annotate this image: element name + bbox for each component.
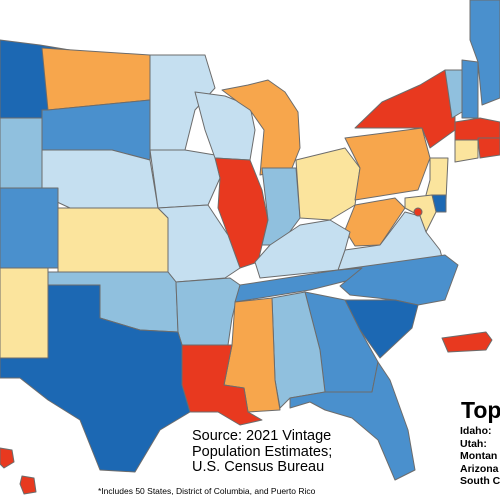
state-hawaii [0, 447, 15, 469]
state-michigan [221, 79, 301, 176]
state-north-dakota [41, 47, 151, 111]
state-texas [0, 284, 191, 473]
top-states-title: Top [461, 397, 500, 423]
state-new-mexico [0, 267, 49, 359]
state-maine [469, 0, 500, 106]
state-wisconsin [194, 91, 256, 161]
source-text: Source: 2021 Vintage Population Estimate… [192, 428, 333, 475]
state-nebraska [41, 149, 159, 209]
state-iowa [149, 149, 221, 209]
top-state-4: Arizona [460, 462, 499, 475]
top-state-2: Utah: [460, 437, 487, 450]
state-arkansas [175, 277, 241, 346]
footnote-text: *Includes 50 States, District of Columbi… [98, 486, 316, 496]
state-puerto-rico [441, 331, 493, 353]
state-connecticut [454, 139, 479, 163]
state-district-of-columbia [413, 207, 423, 217]
state-illinois [214, 157, 269, 269]
state-rhode-island [477, 137, 500, 159]
top-state-1: Idaho: [460, 425, 492, 437]
top-state-3: Montan [460, 450, 498, 462]
top-states-list: Idaho: Utah: Montan Arizona South Caro [460, 425, 500, 488]
top-state-5: South Caro [460, 475, 500, 487]
state-hawaii-island [19, 475, 37, 495]
state-massachusetts [454, 117, 500, 141]
state-ohio [295, 147, 361, 221]
state-colorado [0, 187, 59, 269]
state-florida [289, 361, 416, 481]
state-kentucky [254, 219, 351, 279]
state-pennsylvania [344, 127, 431, 201]
state-wyoming [0, 117, 43, 189]
state-new-hampshire [461, 59, 479, 119]
state-kansas [57, 207, 169, 273]
